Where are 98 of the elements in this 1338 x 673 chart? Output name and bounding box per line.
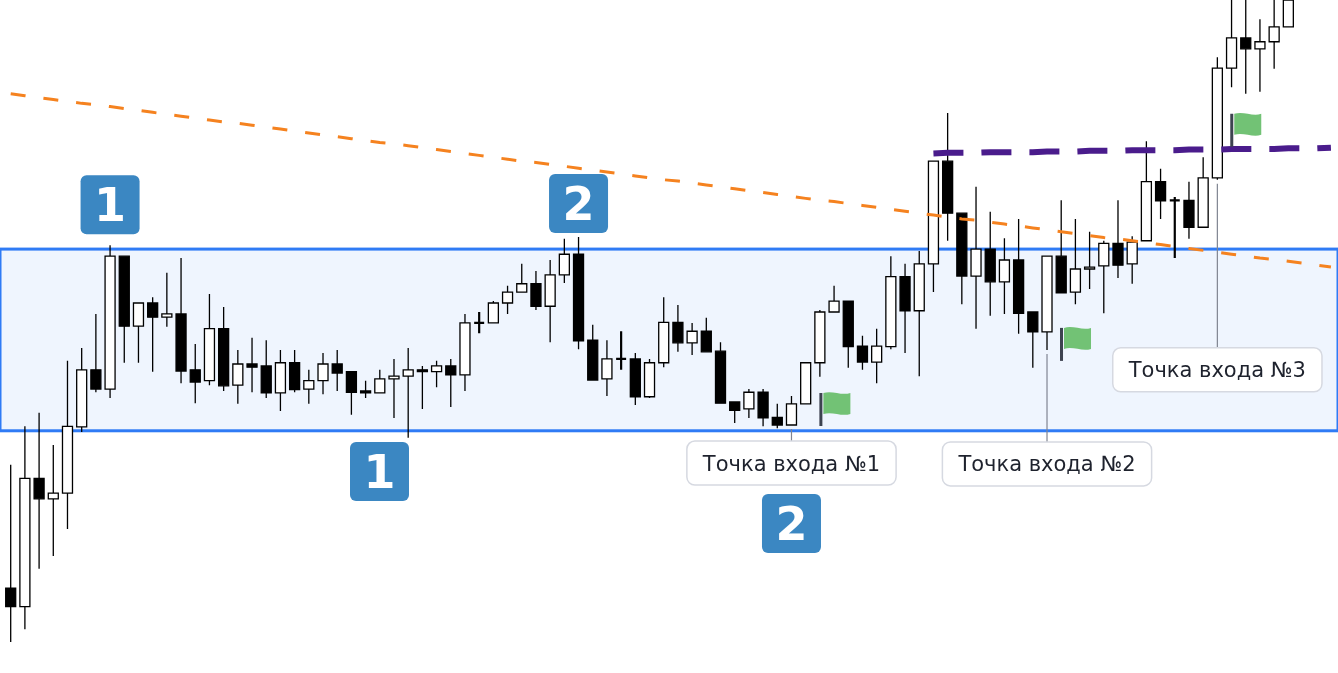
candlestick bbox=[203, 293, 216, 386]
candlestick bbox=[757, 388, 769, 427]
candlestick bbox=[1069, 218, 1082, 305]
candlestick bbox=[260, 339, 272, 399]
candlestick bbox=[288, 349, 301, 393]
candlestick bbox=[984, 211, 996, 317]
candlestick bbox=[303, 369, 315, 405]
candlestick bbox=[359, 380, 372, 399]
candlestick bbox=[118, 255, 130, 364]
candlestick bbox=[856, 335, 869, 371]
candlestick bbox=[104, 244, 116, 399]
candlestick bbox=[1027, 311, 1039, 369]
candlestick bbox=[189, 343, 201, 404]
candlestick bbox=[1254, 18, 1266, 93]
candlestick bbox=[842, 300, 854, 369]
candlestick bbox=[76, 347, 88, 433]
candlestick bbox=[1098, 240, 1110, 314]
candlestick bbox=[1041, 255, 1053, 351]
candlestick bbox=[1225, 0, 1238, 88]
candlestick bbox=[601, 339, 613, 397]
candlestick bbox=[544, 259, 556, 343]
candlestick bbox=[743, 388, 755, 419]
annotation: 1 bbox=[94, 178, 127, 233]
candlestick bbox=[90, 313, 102, 393]
annotation: Точка входа №2 bbox=[957, 452, 1136, 477]
annotation: 2 bbox=[775, 497, 808, 551]
candlestick bbox=[430, 360, 443, 388]
candlestick bbox=[147, 296, 159, 373]
candlestick bbox=[473, 310, 486, 335]
candlestick bbox=[487, 300, 500, 324]
candlestick bbox=[1240, 0, 1252, 95]
candlestick bbox=[615, 330, 628, 371]
candlestick bbox=[885, 255, 897, 350]
candlestick bbox=[33, 412, 45, 570]
candlestick bbox=[331, 349, 343, 392]
candlestick bbox=[629, 352, 641, 406]
candlestick bbox=[714, 341, 727, 404]
candlestick bbox=[19, 425, 31, 630]
candlestick bbox=[956, 212, 968, 305]
candlestick bbox=[927, 160, 940, 293]
candlestick bbox=[5, 464, 17, 643]
candlestick bbox=[1012, 218, 1025, 335]
candlestick bbox=[161, 272, 173, 328]
candlestick bbox=[828, 285, 840, 313]
candlestick bbox=[672, 304, 684, 353]
candlestick bbox=[530, 270, 542, 311]
candlestick bbox=[246, 337, 258, 393]
candlestick bbox=[1282, 0, 1294, 28]
candlestick bbox=[643, 358, 656, 399]
candlestick bbox=[970, 186, 982, 330]
candlestick bbox=[501, 285, 514, 315]
candlestick bbox=[1168, 195, 1181, 260]
candlestick bbox=[558, 238, 570, 284]
candlestick bbox=[175, 257, 187, 384]
candlestick bbox=[459, 313, 471, 392]
candlestick bbox=[998, 237, 1011, 315]
candlestick bbox=[61, 360, 74, 530]
candlestick bbox=[1140, 140, 1153, 242]
candlestick bbox=[899, 263, 911, 354]
candlestick bbox=[1154, 168, 1167, 220]
annotation: 2 bbox=[562, 176, 595, 231]
candlestick bbox=[800, 361, 812, 405]
candlestick bbox=[1083, 231, 1096, 290]
candlestick bbox=[871, 328, 883, 384]
candlestick bbox=[572, 236, 585, 350]
annotation: Точка входа №1 bbox=[701, 451, 881, 476]
candlestick bbox=[217, 306, 230, 392]
candlestick bbox=[700, 317, 712, 353]
candlestick bbox=[1183, 181, 1195, 240]
candlestick bbox=[1055, 199, 1067, 294]
candlestick bbox=[345, 371, 358, 416]
candlestick bbox=[658, 296, 670, 368]
candlestick bbox=[1197, 156, 1209, 229]
candlestick bbox=[1126, 235, 1138, 285]
candlestick bbox=[374, 369, 386, 394]
annotation: Точка входа №3 bbox=[1127, 358, 1306, 383]
candlestick bbox=[1112, 199, 1124, 279]
candlestick bbox=[388, 358, 400, 419]
candlestick bbox=[1268, 0, 1280, 70]
candlestick bbox=[587, 324, 599, 382]
candlestick bbox=[47, 444, 59, 557]
candlestick bbox=[416, 365, 429, 410]
candlestick bbox=[232, 349, 244, 405]
candlestick bbox=[686, 322, 698, 356]
candlestick bbox=[785, 395, 798, 426]
candlestick bbox=[1211, 56, 1224, 181]
candlestick bbox=[274, 349, 287, 412]
candlestick bbox=[402, 347, 414, 439]
candlestick bbox=[729, 401, 741, 424]
candlestick bbox=[941, 112, 954, 242]
candlestick bbox=[516, 263, 528, 293]
candlestick bbox=[771, 403, 783, 429]
candlestick bbox=[814, 309, 826, 378]
candlestick bbox=[445, 358, 457, 408]
candlestick bbox=[132, 302, 145, 364]
candlestick bbox=[913, 250, 925, 377]
annotation: 1 bbox=[363, 445, 396, 499]
candlestick bbox=[317, 352, 329, 395]
